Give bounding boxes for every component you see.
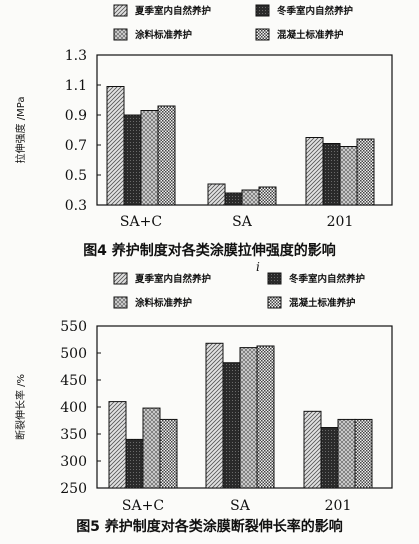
bar-201-series-1 bbox=[303, 410, 322, 489]
legend-label: 涂料标准养护 bbox=[135, 297, 192, 309]
legend-swatch bbox=[267, 296, 282, 309]
legend-label: 涂料标准养护 bbox=[135, 29, 192, 41]
figure-5-caption: 图5 养护制度对各类涂膜断裂伸长率的影响 bbox=[76, 519, 343, 535]
y-tick-label: 450 bbox=[60, 373, 87, 389]
x-category-label: SA bbox=[232, 214, 253, 230]
bar-201-series-2 bbox=[320, 427, 339, 489]
bar-201-series-1 bbox=[305, 137, 324, 206]
y-tick-label: 1.3 bbox=[65, 48, 87, 64]
legend-swatch bbox=[113, 272, 128, 285]
bar-201-series-4 bbox=[354, 418, 373, 489]
figure-4-caption: 图4 养护制度对各类涂膜拉伸强度的影响 bbox=[83, 243, 336, 259]
bar-SA-series-1 bbox=[207, 183, 226, 206]
legend-label: 冬季室内自然养护 bbox=[289, 273, 365, 285]
bar-201-series-3 bbox=[339, 146, 358, 206]
legend-swatch bbox=[255, 4, 270, 17]
bar-SA-series-2 bbox=[222, 362, 241, 489]
bar-SA-series-4 bbox=[258, 186, 277, 206]
chart-tensile-strength: 0.3 0.5 0.7 0.9 1.1 1.3 拉伸强度 /MPa SA+C SA 201 夏季室内… bbox=[14, 4, 393, 230]
bar-201-series-4 bbox=[356, 138, 375, 206]
y-tick-label: 300 bbox=[60, 454, 87, 470]
y-tick-label: 0.5 bbox=[65, 168, 87, 184]
legend-label: 混凝土标准养护 bbox=[289, 297, 356, 309]
bar-SA-series-3 bbox=[241, 189, 260, 206]
y-tick-label: 500 bbox=[60, 346, 87, 362]
bar-SAC-series-1 bbox=[106, 86, 125, 206]
y-tick-label: 250 bbox=[60, 481, 87, 497]
y-tick-label: 350 bbox=[60, 427, 87, 443]
y-tick-label: 0.7 bbox=[65, 138, 87, 154]
legend-label: 混凝土标准养护 bbox=[277, 29, 344, 41]
y-axis-label: 拉伸强度 /MPa bbox=[14, 97, 27, 164]
legend-label: 冬季室内自然养护 bbox=[277, 5, 353, 17]
bar-SAC-series-3 bbox=[142, 407, 161, 489]
chart-elongation-at-break: 250 300 350 400 450 500 550 断裂伸长率 /% SA+C SA 201 夏季… bbox=[14, 272, 393, 514]
legend-label: 夏季室内自然养护 bbox=[134, 273, 211, 285]
bar-201-series-3 bbox=[337, 418, 356, 489]
bar-SAC-series-2 bbox=[123, 114, 142, 206]
bar-SAC-series-3 bbox=[140, 110, 159, 206]
y-tick-label: 400 bbox=[60, 400, 87, 416]
legend-swatch bbox=[255, 28, 270, 41]
y-tick-label: 0.9 bbox=[65, 108, 87, 124]
bar-SA-series-2 bbox=[224, 192, 243, 206]
bar-SAC-series-2 bbox=[125, 438, 144, 489]
y-axis-label: 断裂伸长率 /% bbox=[14, 374, 27, 440]
legend-swatch bbox=[113, 28, 128, 41]
bar-SAC-series-4 bbox=[157, 105, 176, 206]
bar-201-series-2 bbox=[322, 143, 341, 206]
x-category-label: SA+C bbox=[122, 498, 164, 514]
y-tick-label: 550 bbox=[60, 319, 87, 335]
stray-mark: i bbox=[256, 260, 260, 274]
y-tick-label: 0.3 bbox=[65, 198, 87, 214]
legend-swatch bbox=[113, 4, 128, 17]
x-category-label: 201 bbox=[327, 214, 354, 230]
legend-label: 夏季室内自然养护 bbox=[134, 5, 211, 17]
bar-SA-series-1 bbox=[205, 342, 224, 489]
x-category-label: 201 bbox=[325, 498, 352, 514]
y-tick-label: 1.1 bbox=[65, 78, 87, 94]
bar-SAC-series-1 bbox=[108, 401, 127, 489]
bar-SAC-series-4 bbox=[159, 418, 178, 489]
bar-SA-series-4 bbox=[256, 345, 275, 489]
bar-SA-series-3 bbox=[239, 347, 258, 489]
x-category-label: SA+C bbox=[120, 214, 162, 230]
legend-swatch bbox=[267, 272, 282, 285]
x-category-label: SA bbox=[230, 498, 251, 514]
legend-swatch bbox=[113, 296, 128, 309]
